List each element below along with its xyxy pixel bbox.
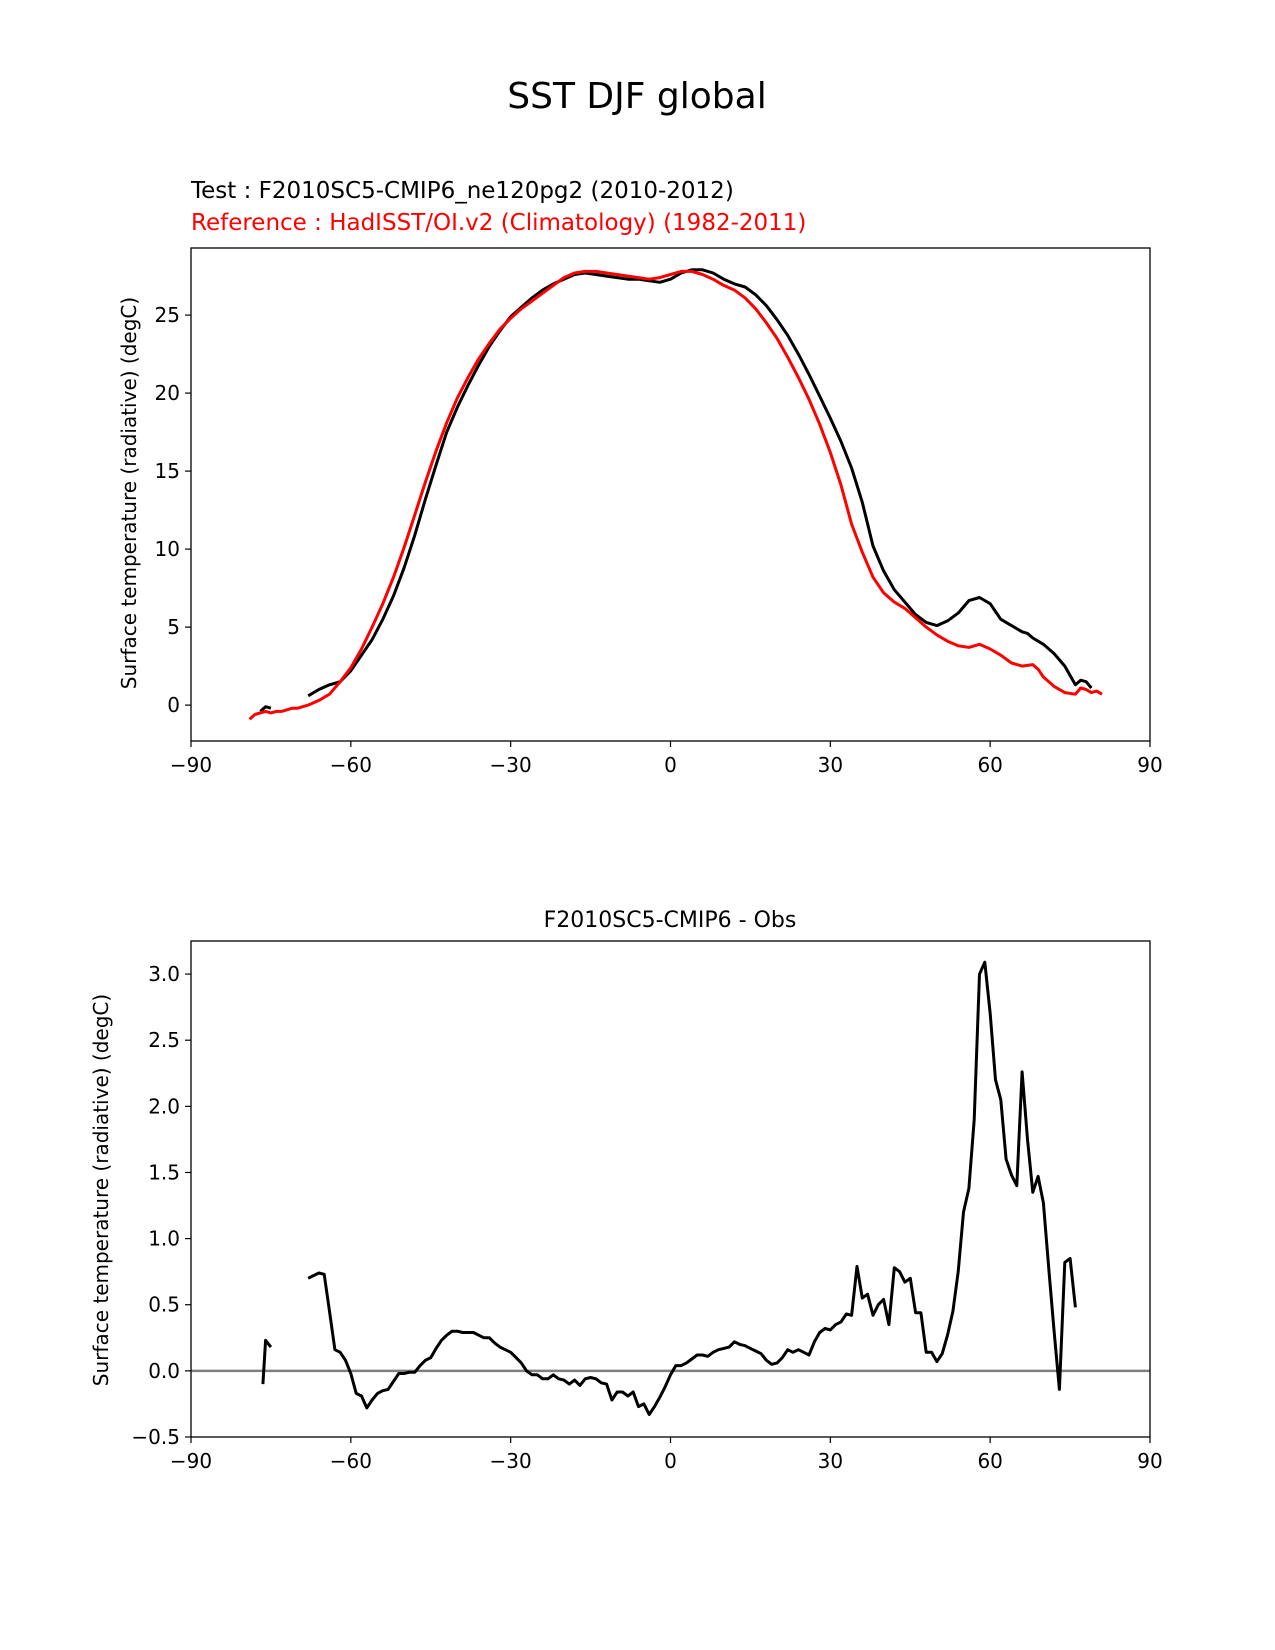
bottom-ticks: −90 −60 −30 0 30 60 90 −0.5 0.0 0.5 1.0 1.5 2.0 2.5 3.… <box>131 962 1162 1473</box>
ytick-label: 2.0 <box>148 1094 180 1118</box>
ytick-label: 3.0 <box>148 962 180 986</box>
ytick-label: 0.0 <box>148 1359 180 1383</box>
series-test-line <box>307 268 1093 698</box>
ytick-label: 0.5 <box>148 1293 180 1317</box>
xtick-label: 30 <box>818 1449 843 1473</box>
xtick-label: −30 <box>490 1449 532 1473</box>
figure-title: SST DJF global <box>507 76 766 117</box>
series-test-line <box>259 705 272 713</box>
xtick-label: 0 <box>664 1449 677 1473</box>
series-test-reference-line <box>307 960 1077 1416</box>
ytick-label: 0 <box>167 693 180 717</box>
series-test-reference-line <box>261 1338 273 1385</box>
xtick-label: −90 <box>170 1449 212 1473</box>
top-ticks: −90 −60 −30 0 30 60 90 0 5 10 15 20 25 <box>155 303 1163 777</box>
xtick-label: −60 <box>330 753 372 777</box>
xtick-label: 60 <box>977 753 1002 777</box>
ytick-label: 20 <box>155 381 180 405</box>
xtick-label: 60 <box>977 1449 1002 1473</box>
xtick-label: 90 <box>1137 753 1162 777</box>
ytick-label: 10 <box>155 537 180 561</box>
bottom-panel: F2010SC5-CMIP6 - Obs Surface temperature… <box>89 908 1163 1473</box>
ytick-label: −0.5 <box>131 1425 180 1449</box>
bottom-title: F2010SC5-CMIP6 - Obs <box>544 908 797 933</box>
top-lines <box>248 268 1103 721</box>
bottom-ylabel: Surface temperature (radiative) (degC) <box>89 994 113 1386</box>
top-panel: Test : F2010SC5-CMIP6_ne120pg2 (2010-201… <box>117 178 1163 777</box>
bottom-lines <box>191 960 1150 1416</box>
top-plot-frame <box>190 247 1151 742</box>
xtick-label: −90 <box>170 753 212 777</box>
ytick-label: 15 <box>155 459 180 483</box>
series-reference-line <box>248 269 1103 721</box>
xtick-label: −60 <box>330 1449 372 1473</box>
ytick-label: 25 <box>155 303 180 327</box>
ytick-label: 2.5 <box>148 1028 180 1052</box>
ytick-label: 1.5 <box>148 1160 180 1184</box>
xtick-label: −30 <box>490 753 532 777</box>
ytick-label: 1.0 <box>148 1227 180 1251</box>
xtick-label: 0 <box>664 753 677 777</box>
bottom-plot-frame <box>190 940 1151 1438</box>
test-label: Test : F2010SC5-CMIP6_ne120pg2 (2010-201… <box>190 178 734 204</box>
xtick-label: 30 <box>818 753 843 777</box>
ytick-label: 5 <box>167 615 180 639</box>
top-ylabel: Surface temperature (radiative) (degC) <box>117 297 141 689</box>
reference-label: Reference : HadISST/OI.v2 (Climatology) … <box>191 210 806 236</box>
xtick-label: 90 <box>1137 1449 1162 1473</box>
